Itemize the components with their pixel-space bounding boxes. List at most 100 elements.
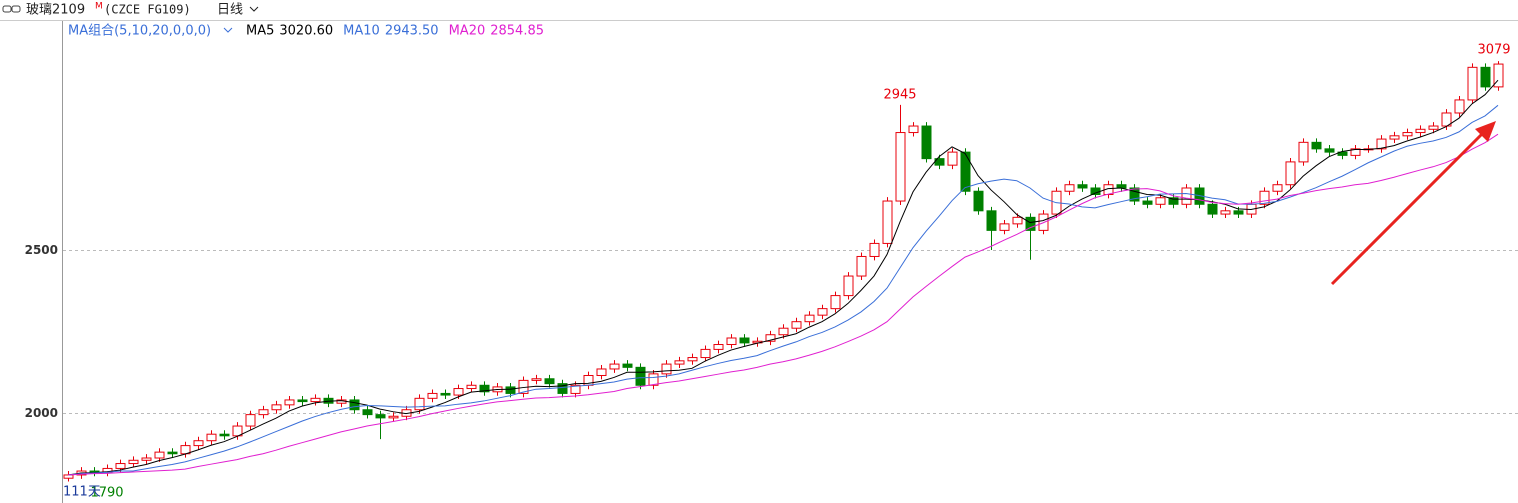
candle (349, 396, 360, 414)
candle-body (1337, 151, 1348, 156)
candle (271, 400, 282, 414)
candle (1298, 138, 1309, 166)
candle (1181, 184, 1192, 209)
candle-body (284, 399, 295, 406)
candle (219, 430, 230, 440)
candle-body (1324, 148, 1335, 153)
instrument-title: 玻璃2109 (26, 3, 85, 18)
candle-body (167, 451, 178, 455)
day-count: 111天 (63, 485, 101, 500)
legend-name: MA5 (246, 24, 274, 39)
candle (362, 405, 373, 419)
candle (1142, 197, 1153, 209)
candle-body (713, 344, 724, 350)
candle-body (453, 388, 464, 396)
legend-item: MA5 3020.60 (246, 24, 333, 39)
legend-value: 3020.60 (279, 24, 333, 39)
candle-body (1168, 197, 1179, 205)
candle-body (440, 392, 451, 396)
period-selector[interactable]: 日线 (217, 3, 243, 18)
instrument-flag: M (95, 2, 103, 12)
candle-body (999, 223, 1010, 231)
candle-body (557, 383, 568, 394)
candle-body (1376, 138, 1387, 150)
candle-body (1155, 197, 1166, 205)
candle-body (193, 440, 204, 447)
legend: MA5 3020.60 MA10 2943.50 MA20 2854.85 (246, 24, 544, 39)
candle (258, 405, 269, 419)
candle-body (674, 360, 685, 365)
candle-body (687, 357, 698, 362)
indicator-selector[interactable]: MA组合(5,10,20,0,0,0) (68, 24, 211, 39)
candle-body (765, 334, 776, 342)
candle-body (648, 373, 659, 386)
candle (739, 334, 750, 347)
candle-body (1350, 148, 1361, 156)
candle (167, 448, 178, 458)
candle (895, 104, 906, 205)
candle-body (1012, 216, 1023, 225)
candle (1077, 180, 1088, 192)
candle-body (1415, 128, 1426, 134)
ma-line (67, 104, 1499, 476)
candle (1155, 193, 1166, 209)
candle (713, 340, 724, 354)
candle (778, 324, 789, 339)
period-chevron[interactable] (249, 6, 259, 12)
candle-body (1467, 66, 1478, 101)
candle-body (622, 363, 633, 368)
candle-body (609, 363, 620, 370)
candle-body (791, 321, 802, 329)
candle-body (505, 386, 516, 394)
candle-body (297, 399, 308, 403)
candle (908, 122, 919, 137)
candle-body (921, 125, 932, 160)
candle (1454, 96, 1465, 117)
candle (1311, 138, 1322, 153)
candle-body (1220, 210, 1231, 215)
candle (726, 334, 737, 349)
candle (973, 187, 984, 215)
candle (544, 374, 555, 388)
candle-body (1064, 184, 1075, 192)
indicator-chevron[interactable] (223, 27, 233, 33)
legend-value: 2943.50 (385, 24, 439, 39)
candle (245, 410, 256, 430)
candle (765, 330, 776, 346)
candle (297, 396, 308, 406)
ma-line (67, 133, 1499, 476)
candle-body (258, 409, 269, 416)
candle-body (1207, 203, 1218, 215)
candle (388, 412, 399, 422)
candle-body (661, 363, 672, 375)
candle (700, 345, 711, 362)
candle (1467, 63, 1478, 104)
candle-body (739, 337, 750, 344)
candle (531, 374, 542, 385)
candle (284, 396, 295, 409)
candle (869, 239, 880, 261)
candle (856, 252, 867, 280)
candle (1402, 128, 1413, 140)
link-icon[interactable] (2, 5, 21, 13)
candle-body (895, 132, 906, 202)
candle-body (1298, 141, 1309, 163)
candle-body (1402, 132, 1413, 137)
candle-body (63, 474, 74, 479)
candle (1129, 184, 1140, 205)
candle (830, 291, 841, 313)
candle-body (986, 210, 997, 231)
candle (375, 410, 386, 440)
candle (596, 365, 607, 380)
candle-body (544, 378, 555, 385)
candle-body (1272, 184, 1283, 192)
candle-body (128, 459, 139, 465)
candle-body (635, 366, 646, 386)
candle-body (375, 414, 386, 419)
candle-body (804, 314, 815, 323)
candle-body (1142, 200, 1153, 205)
candle (1428, 122, 1439, 134)
candle-body (570, 384, 581, 394)
candle (557, 379, 568, 398)
candle-body (1181, 187, 1192, 205)
